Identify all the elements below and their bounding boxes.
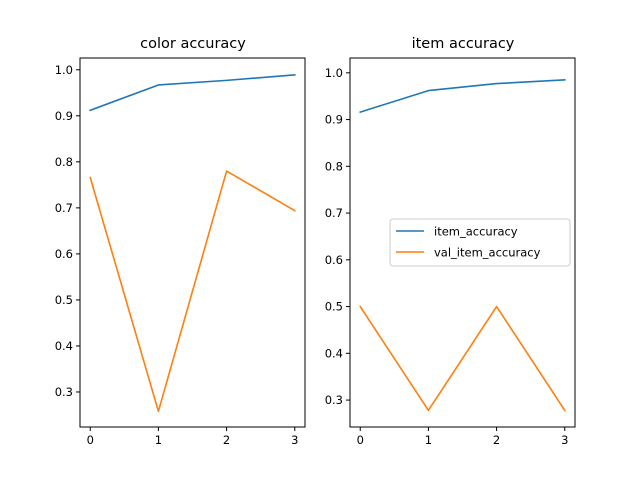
y-tick-label: 0.3: [325, 393, 343, 407]
series-line-2: [359, 305, 566, 412]
y-tick-label: 0.7: [55, 201, 73, 215]
y-tick-label: 0.4: [325, 346, 343, 360]
x-tick-label: 1: [155, 433, 162, 447]
series-line-1: [89, 73, 296, 112]
y-tick-label: 0.5: [55, 293, 73, 307]
y-tick-label: 1.0: [325, 66, 343, 80]
y-tick-label: 0.6: [55, 247, 73, 261]
x-tick-label: 0: [87, 433, 94, 447]
plot-area: 0 1 2 3 0.3 0.4 0.5 0.6 0.7 0.8 0.9 1.0: [55, 63, 299, 447]
legend-label-val-item-accuracy: val_item_accuracy: [434, 246, 541, 260]
legend: item_accuracy val_item_accuracy: [389, 218, 571, 267]
legend-label-item-accuracy: item_accuracy: [434, 225, 518, 239]
y-tick-label: 0.9: [325, 113, 343, 127]
series-line-2: [89, 170, 296, 413]
chart-title: item accuracy: [412, 36, 515, 52]
y-tick-label: 0.3: [55, 385, 73, 399]
chart-title: color accuracy: [140, 36, 246, 52]
axes-frame: [349, 57, 576, 428]
plot-area: 0 1 2 3 0.3 0.4 0.5 0.6 0.7 0.8 0.9 1.0: [325, 66, 569, 447]
item-accuracy-chart: item accuracy 0 1 2 3 0.3 0.4 0.5 0.6 0.7 0.8 0.9 1…: [325, 36, 576, 447]
legend-box: [389, 218, 571, 267]
y-tick-label: 0.9: [55, 109, 73, 123]
color-accuracy-chart: color accuracy 0 1 2 3 0.3 0.4 0.5 0.6 0.7 0.8 0.9…: [55, 36, 306, 447]
y-tick-label: 0.8: [55, 155, 73, 169]
y-tick-label: 0.8: [325, 159, 343, 173]
y-tick-label: 0.5: [325, 300, 343, 314]
x-tick-label: 1: [425, 433, 432, 447]
x-tick-label: 3: [561, 433, 568, 447]
y-tick-label: 0.6: [325, 253, 343, 267]
x-tick-label: 2: [493, 433, 500, 447]
x-tick-label: 2: [223, 433, 230, 447]
y-tick-label: 0.4: [55, 339, 73, 353]
x-tick-label: 3: [291, 433, 298, 447]
axes-frame: [79, 57, 306, 428]
x-tick-label: 0: [357, 433, 364, 447]
series-line-1: [359, 78, 566, 114]
y-tick-label: 0.7: [325, 206, 343, 220]
y-tick-label: 1.0: [55, 63, 73, 77]
